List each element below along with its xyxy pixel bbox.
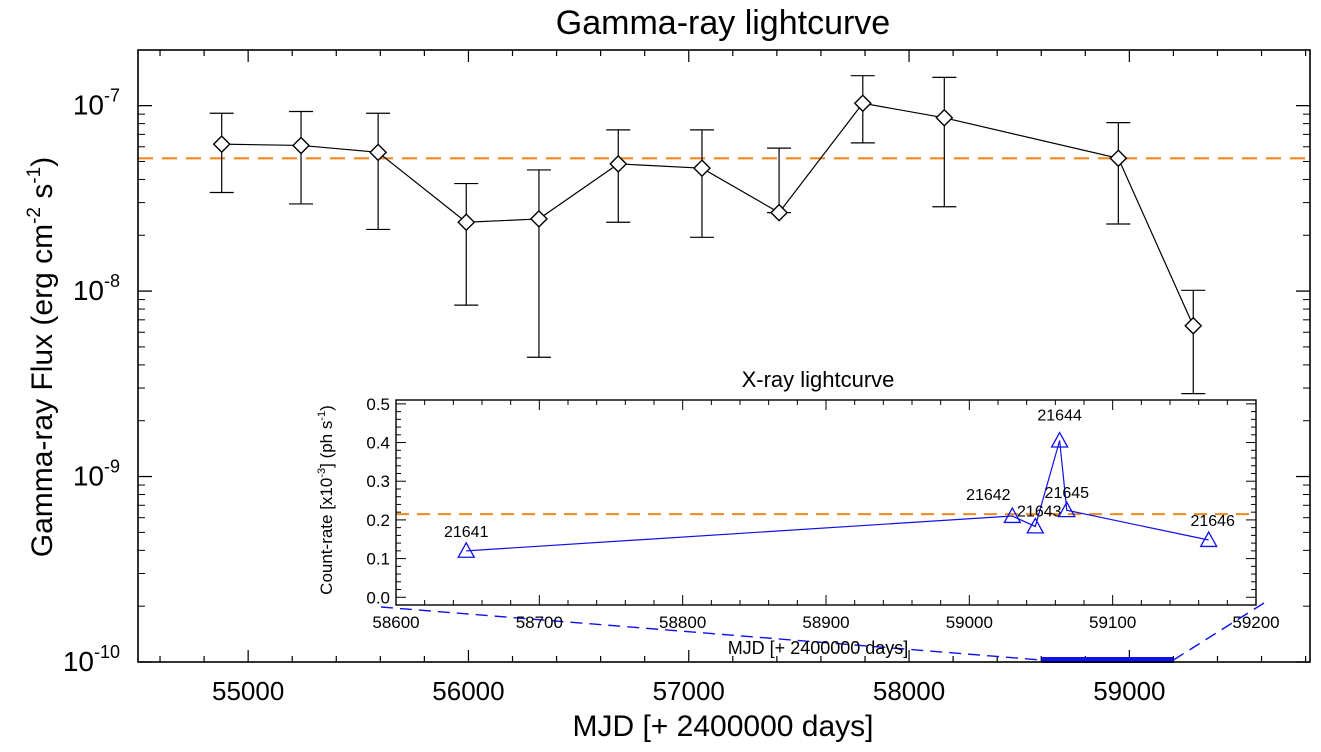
inset-x-tick-label: 59200 xyxy=(1232,613,1279,632)
inset-chart-title: X-ray lightcurve xyxy=(742,367,895,392)
zoom-guide-left xyxy=(380,606,1042,661)
inset-y-tick-label: 0.5 xyxy=(366,395,390,414)
inset-x-tick-label: 59100 xyxy=(1089,613,1136,632)
obsid-label: 21646 xyxy=(1190,513,1235,530)
diamond-marker xyxy=(609,154,628,173)
y-tick-label: 10-10 xyxy=(63,642,120,677)
main-chart-title: Gamma-ray lightcurve xyxy=(556,4,890,42)
main-axis-ticks: 55000 56000 57000 58000 59000 10-10 10-9 10-8 10… xyxy=(63,50,1310,706)
triangle-marker xyxy=(1057,500,1076,518)
diamond-marker xyxy=(1184,316,1203,335)
obsid-label: 21644 xyxy=(1037,408,1082,425)
diamond-marker xyxy=(853,94,872,113)
y-tick-label: 10-7 xyxy=(73,86,120,121)
diamond-marker xyxy=(212,135,231,154)
inset-y-axis-label: Count-rate [x10-3] (ph s-1) xyxy=(316,405,336,595)
diamond-marker xyxy=(457,213,476,232)
inset-x-tick-label: 58600 xyxy=(372,613,419,632)
x-tick-label: 58000 xyxy=(873,676,945,706)
inset-x-tick-label: 59000 xyxy=(946,613,993,632)
inset-x-tick-label: 58800 xyxy=(659,613,706,632)
diamond-marker xyxy=(935,108,954,127)
xray-series-line xyxy=(466,440,1209,552)
inset-x-tick-label: 58700 xyxy=(516,613,563,632)
main-x-axis-label: MJD [+ 2400000 days] xyxy=(572,710,873,743)
diamond-marker xyxy=(770,203,789,222)
obsid-label: 21642 xyxy=(966,487,1011,504)
x-tick-label: 55000 xyxy=(212,676,284,706)
diamond-marker xyxy=(292,136,311,155)
main-series-line xyxy=(221,102,1194,327)
obsid-label: 21643 xyxy=(1017,503,1062,520)
triangle-marker xyxy=(1003,506,1022,524)
obsid-label: 21641 xyxy=(444,524,489,541)
x-tick-label: 56000 xyxy=(432,676,504,706)
inset-background xyxy=(396,400,1256,605)
inset-y-tick-label: 0.1 xyxy=(366,550,390,569)
triangle-marker xyxy=(457,541,476,558)
inset-y-tick-label: 0.4 xyxy=(366,434,390,453)
inset-y-tick-label: 0.0 xyxy=(366,588,390,607)
diamond-marker xyxy=(692,159,711,178)
inset-data-series: 21641 21642 21643 21644 21645 21646 xyxy=(444,408,1235,558)
inset-x-axis-label: MJD [+ 2400000 days] xyxy=(728,638,909,658)
y-tick-label: 10-9 xyxy=(73,457,120,492)
triangle-marker xyxy=(1050,431,1069,448)
inset-y-tick-label: 0.3 xyxy=(366,472,390,491)
obsid-label: 21645 xyxy=(1045,485,1090,502)
inset-x-tick-label: 58900 xyxy=(802,613,849,632)
diamond-marker xyxy=(369,143,388,162)
triangle-marker xyxy=(1199,530,1218,548)
x-tick-label: 57000 xyxy=(653,676,725,706)
diamond-marker xyxy=(1109,149,1128,168)
zoom-guides xyxy=(380,400,1265,663)
inset-y-tick-label: 0.2 xyxy=(366,511,390,530)
inset-plot-frame xyxy=(395,399,1257,606)
x-tick-label: 59000 xyxy=(1093,676,1165,706)
main-data-series xyxy=(209,75,1206,395)
triangle-marker xyxy=(1026,517,1045,534)
main-y-axis-label: Gamma-ray Flux (erg cm-2 s-1) xyxy=(24,157,59,558)
inset-axis-ticks: 58600 58700 58800 58900 59000 59100 59200 0.0 0.… xyxy=(366,395,1279,632)
main-plot-frame xyxy=(137,49,1311,663)
y-tick-label: 10-8 xyxy=(73,271,120,306)
diamond-marker xyxy=(529,209,548,228)
